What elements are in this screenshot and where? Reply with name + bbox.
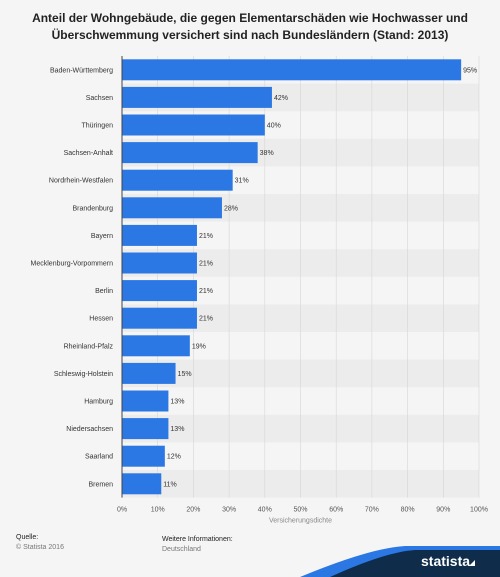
bar: [122, 307, 197, 329]
chart-title: Anteil der Wohngebäude, die gegen Elemen…: [20, 10, 480, 44]
bar-value-label: 13%: [170, 426, 184, 433]
x-tick-label: 30%: [222, 507, 236, 514]
x-tick-label: 20%: [186, 507, 200, 514]
x-tick-label: 60%: [329, 507, 343, 514]
bar: [122, 362, 176, 384]
bar-value-label: 15%: [178, 371, 192, 378]
bar: [122, 114, 265, 136]
bar-value-label: 21%: [199, 316, 213, 323]
x-tick-label: 0%: [117, 507, 127, 514]
info-value: Deutschland: [162, 546, 201, 553]
category-label: Sachsen-Anhalt: [64, 150, 113, 157]
bar-value-label: 28%: [224, 205, 238, 212]
bar: [122, 59, 462, 81]
category-label: Nordrhein-Westfalen: [49, 178, 113, 185]
source-value: © Statista 2016: [16, 544, 64, 551]
bar: [122, 224, 197, 246]
bar: [122, 280, 197, 302]
bar-value-label: 40%: [267, 123, 281, 130]
bar-value-label: 21%: [199, 261, 213, 268]
bar: [122, 169, 233, 191]
bar: [122, 418, 169, 440]
category-label: Brandenburg: [73, 205, 114, 212]
category-label: Bayern: [91, 233, 113, 240]
statista-logo: statista: [421, 553, 470, 569]
x-tick-label: 80%: [401, 507, 415, 514]
info-label: Weitere Informationen:: [162, 536, 233, 543]
category-label: Thüringen: [81, 123, 113, 130]
brand-dark-band: [330, 550, 500, 577]
category-label: Hessen: [89, 316, 113, 323]
bar: [122, 86, 272, 108]
bar-value-label: 42%: [274, 95, 288, 102]
category-labels: Baden-Württemberg Sachsen Thüringen Sachsen…: [31, 67, 114, 488]
bar: [122, 445, 165, 467]
logo-arrow-icon: [469, 560, 475, 566]
bar: [122, 197, 222, 219]
source-label: Quelle:: [16, 534, 39, 541]
x-axis-ticks: 0% 10% 20% 30% 40% 50% 60% 70% 80% 90% 100%: [117, 507, 488, 514]
x-tick-label: 90%: [436, 507, 450, 514]
x-tick-label: 100%: [470, 507, 488, 514]
bars: 95% 42% 40% 38% 31% 28% 21% 21% 21% 21% 19% 15% 13% 1…: [122, 59, 477, 495]
category-label: Bremen: [88, 481, 113, 488]
bar-value-label: 21%: [199, 233, 213, 240]
bar-value-label: 31%: [235, 178, 249, 185]
bar-value-label: 19%: [192, 343, 206, 350]
category-label: Niedersachsen: [66, 426, 113, 433]
bar: [122, 252, 197, 274]
chart-title-line-2: Überschwemmung versichert sind nach Bund…: [51, 28, 449, 42]
category-label: Schleswig-Holstein: [54, 371, 113, 378]
bar-value-label: 95%: [463, 67, 477, 74]
bar-value-label: 12%: [167, 454, 181, 461]
chart-title-line-1: Anteil der Wohngebäude, die gegen Elemen…: [32, 11, 468, 25]
bar-value-label: 13%: [170, 399, 184, 406]
category-label: Sachsen: [86, 95, 113, 102]
bar-value-label: 21%: [199, 288, 213, 295]
bar-value-label: 11%: [163, 481, 177, 488]
category-label: Saarland: [85, 454, 113, 461]
source-block: Quelle: © Statista 2016: [16, 533, 64, 553]
bar: [122, 335, 190, 357]
bar-value-label: 38%: [260, 150, 274, 157]
bar: [122, 390, 169, 412]
x-tick-label: 70%: [365, 507, 379, 514]
bar: [122, 473, 162, 495]
x-tick-label: 10%: [151, 507, 165, 514]
category-label: Rheinland-Pfalz: [64, 343, 114, 350]
info-block: Weitere Informationen: Deutschland: [162, 535, 233, 555]
bar: [122, 142, 258, 164]
x-tick-label: 40%: [258, 507, 272, 514]
x-tick-label: 50%: [293, 507, 307, 514]
category-label: Hamburg: [84, 399, 113, 406]
category-label: Berlin: [95, 288, 113, 295]
category-label: Mecklenburg-Vorpommern: [31, 261, 114, 268]
x-axis-label: Versicherungsdichte: [269, 518, 332, 525]
category-label: Baden-Württemberg: [50, 67, 113, 74]
